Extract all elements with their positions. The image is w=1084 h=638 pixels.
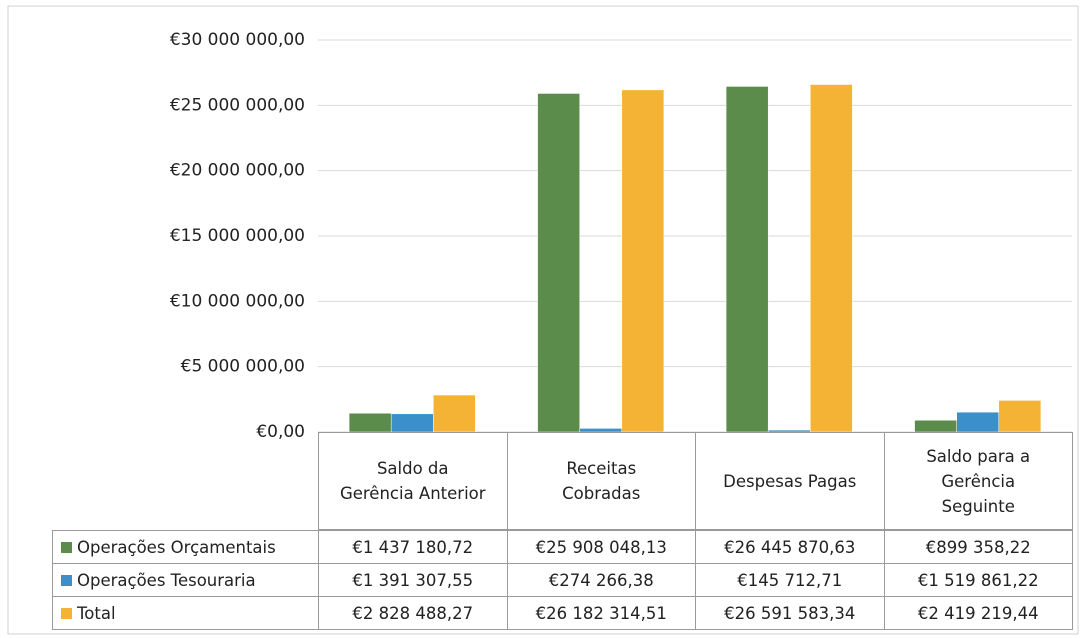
bar	[810, 84, 853, 433]
legend-entry: Total	[52, 596, 319, 630]
legend-swatch	[61, 574, 72, 586]
bar	[348, 412, 392, 433]
legend-entry: Operações Orçamentais	[52, 530, 319, 564]
category-header: Receitas Cobradas	[506, 432, 696, 530]
legend-swatch	[61, 607, 72, 619]
bar	[914, 419, 957, 433]
legend-label: Operações Tesouraria	[77, 570, 256, 590]
category-header: Saldo para a Gerência Seguinte	[883, 432, 1073, 530]
bar	[956, 411, 1000, 433]
y-tick-label: €15 000 000,00	[170, 226, 305, 246]
category-header: Despesas Pagas	[695, 432, 885, 530]
table-value: €25 908 048,13	[506, 530, 696, 564]
y-tick-label: €20 000 000,00	[170, 161, 305, 181]
table-value: €2 828 488,27	[318, 596, 508, 630]
table-value: €26 591 583,34	[695, 596, 885, 630]
y-tick-label: €0,00	[256, 422, 305, 442]
bar	[390, 413, 434, 433]
table-value: €145 712,71	[695, 563, 885, 597]
legend-swatch	[61, 541, 72, 553]
y-tick-label: €10 000 000,00	[170, 291, 305, 311]
y-tick-label: €30 000 000,00	[170, 30, 305, 50]
bar	[998, 400, 1042, 433]
table-value: €1 519 861,22	[883, 563, 1073, 597]
table-value: €2 419 219,44	[883, 596, 1073, 630]
category-header: Saldo da Gerência Anterior	[318, 432, 508, 530]
legend-label: Operações Orçamentais	[77, 537, 276, 557]
table-value: €1 391 307,55	[318, 563, 508, 597]
bar	[621, 89, 665, 433]
table-value: €26 445 870,63	[695, 530, 885, 564]
bar	[433, 394, 476, 433]
y-tick-label: €5 000 000,00	[181, 357, 305, 377]
legend-entry: Operações Tesouraria	[52, 563, 319, 597]
chart-border	[7, 5, 1079, 635]
table-value: €1 437 180,72	[318, 530, 508, 564]
bar	[725, 86, 769, 433]
bar	[537, 93, 580, 433]
table-value: €26 182 314,51	[506, 596, 696, 630]
table-value: €899 358,22	[883, 530, 1073, 564]
legend-label: Total	[77, 603, 116, 623]
table-value: €274 266,38	[506, 563, 696, 597]
y-tick-label: €25 000 000,00	[170, 95, 305, 115]
